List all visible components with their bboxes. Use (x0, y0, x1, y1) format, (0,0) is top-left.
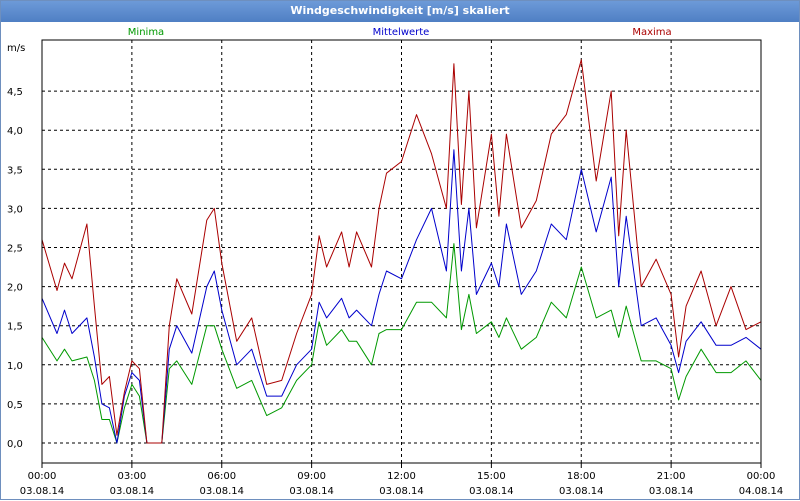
x-tick-date: 03.08.14 (469, 486, 514, 497)
y-axis-label: m/s (7, 43, 25, 54)
x-tick-time: 18:00 (567, 471, 596, 482)
x-tick-time: 00:00 (28, 471, 57, 482)
window-title: Windgeschwindigkeit [m/s] skaliert (290, 4, 510, 17)
y-tick-label: 0,0 (7, 439, 23, 450)
x-tick-time: 12:00 (387, 471, 416, 482)
y-tick-label: 4,0 (7, 126, 23, 137)
y-tick-label: 2,5 (7, 244, 23, 255)
y-tick-label: 1,0 (7, 361, 23, 372)
series-line-minima (41, 243, 762, 444)
x-tick-date: 03.08.14 (649, 486, 694, 497)
x-tick-time: 15:00 (477, 471, 506, 482)
x-tick-time: 03:00 (117, 471, 146, 482)
title-bar: Windgeschwindigkeit [m/s] skaliert (1, 1, 799, 22)
x-tick-date: 03.08.14 (110, 486, 155, 497)
x-tick-date: 03.08.14 (20, 486, 65, 497)
y-tick-label: 4,5 (7, 87, 23, 98)
x-tick-time: 09:00 (297, 471, 326, 482)
y-tick-label: 0,5 (7, 400, 23, 411)
y-tick-label: 3,5 (7, 165, 23, 176)
plot-frame (41, 39, 762, 464)
x-tick-time: 00:00 (747, 471, 776, 482)
legend-entry-maxima: Maxima (632, 27, 671, 38)
legend-entry-mittelwerte: Mittelwerte (373, 27, 430, 38)
x-tick-date: 03.08.14 (199, 486, 244, 497)
x-tick-date: 03.08.14 (559, 486, 604, 497)
y-tick-label: 1,5 (7, 322, 23, 333)
legend-entry-minima: Minima (128, 27, 164, 38)
x-tick-time: 21:00 (657, 471, 686, 482)
y-tick-label: 3,0 (7, 204, 23, 215)
x-tick-date: 03.08.14 (289, 486, 334, 497)
y-tick-label: 2,0 (7, 283, 23, 294)
x-tick-date: 03.08.14 (379, 486, 424, 497)
series-line-mittelwerte (41, 149, 762, 444)
x-tick-time: 06:00 (207, 471, 236, 482)
x-tick-date: 04.08.14 (739, 486, 784, 497)
series-line-maxima (41, 59, 762, 444)
